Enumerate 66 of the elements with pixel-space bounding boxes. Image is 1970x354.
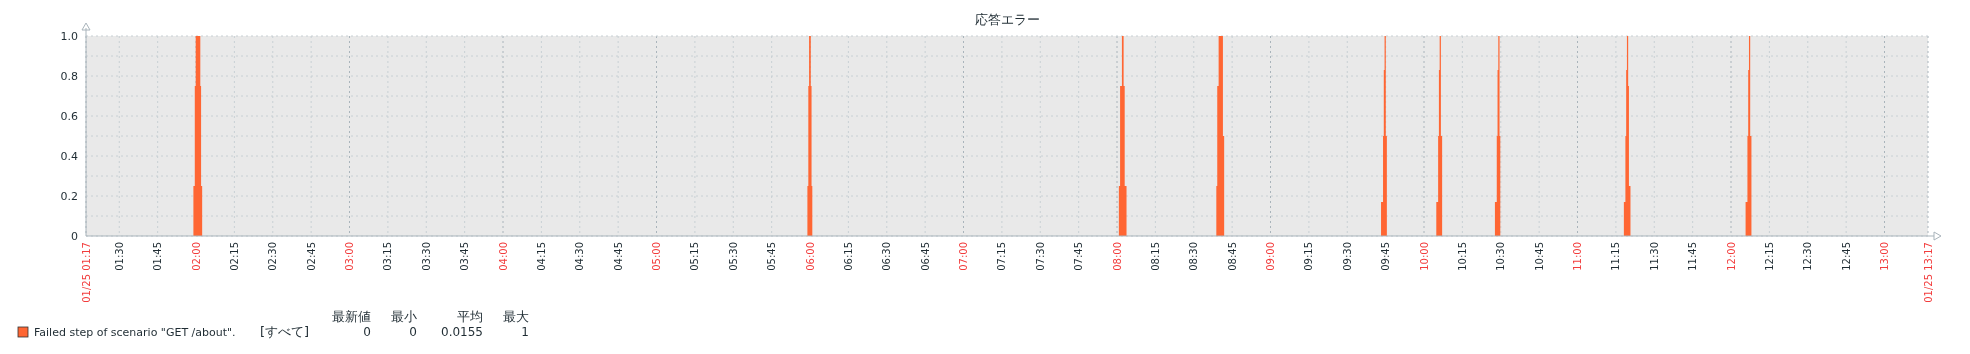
legend-label: Failed step of scenario "GET /about". (34, 326, 236, 339)
x-tick-label: 08:45 (1226, 242, 1238, 271)
x-tick-label: 08:00 (1111, 242, 1123, 271)
text: 最新値 (332, 309, 371, 324)
x-tick-label: 07:45 (1073, 242, 1085, 271)
x-tick-label: 02:15 (228, 242, 240, 271)
x-tick-label: 03:00 (344, 242, 356, 271)
x-tick-label: 10:15 (1456, 242, 1468, 271)
x-tick-label: 09:00 (1265, 242, 1277, 271)
x-tick-label: 11:30 (1648, 242, 1660, 271)
y-tick-label: 0.4 (60, 149, 78, 163)
text: 最小 (391, 309, 417, 324)
text: 最大 (503, 309, 529, 324)
y-tick-label: 0 (71, 229, 78, 243)
x-tick-label: 03:45 (459, 242, 471, 271)
x-tick-label: 09:15 (1303, 242, 1315, 271)
x-tick-label: 10:00 (1418, 242, 1430, 271)
y-tick-label: 0.6 (60, 109, 78, 123)
y-tick-label: 1.0 (60, 29, 78, 43)
x-tick-label: 02:30 (267, 242, 279, 271)
x-tick-label: 10:30 (1495, 242, 1507, 271)
text: [すべて] (260, 324, 310, 339)
x-tick-label: 01/25 13:17 (1922, 242, 1934, 303)
x-tick-label: 06:45 (919, 242, 931, 271)
text: 0 (409, 325, 417, 339)
x-tick-label: 04:45 (612, 242, 624, 271)
x-tick-label: 01:30 (113, 242, 125, 271)
x-tick-label: 12:30 (1802, 242, 1814, 271)
x-tick-label: 07:30 (1034, 242, 1046, 271)
x-tick-label: 07:00 (958, 242, 970, 271)
text: 1 (521, 325, 529, 339)
x-tick-label: 05:15 (689, 242, 701, 271)
x-tick-label: 04:00 (497, 242, 509, 271)
x-tick-label: 06:30 (881, 242, 893, 271)
x-tick-label: 02:00 (190, 242, 202, 271)
x-tick-label: 09:45 (1380, 242, 1392, 271)
x-tick-label: 05:00 (651, 242, 663, 271)
x-tick-label: 06:00 (804, 242, 816, 271)
x-tick-label: 11:00 (1572, 242, 1584, 271)
text: 0 (363, 325, 371, 339)
x-tick-label: 09:30 (1341, 242, 1353, 271)
x-tick-label: 05:30 (727, 242, 739, 271)
chart-title: 応答エラー (974, 12, 1040, 27)
x-tick-label: 12:00 (1725, 242, 1737, 271)
x-tick-label: 13:00 (1879, 242, 1891, 271)
x-tick-label: 03:15 (382, 242, 394, 271)
x-tick-label: 11:45 (1687, 242, 1699, 271)
x-tick-label: 01:45 (152, 242, 164, 271)
x-tick-label: 03:30 (420, 242, 432, 271)
x-tick-label: 12:15 (1763, 242, 1775, 271)
x-tick-label: 10:45 (1533, 242, 1545, 271)
x-tick-label: 04:15 (535, 242, 547, 271)
x-tick-label: 08:15 (1149, 242, 1161, 271)
x-tick-label: 07:15 (996, 242, 1008, 271)
text: 平均 (457, 309, 483, 324)
x-tick-label: 06:15 (842, 242, 854, 271)
y-tick-label: 0.8 (60, 69, 78, 83)
x-tick-label: 02:45 (305, 242, 317, 271)
x-tick-label: 05:45 (766, 242, 778, 271)
x-tick-label: 01/25 01:17 (80, 242, 92, 303)
x-tick-label: 04:30 (574, 242, 586, 271)
text: 0.0155 (441, 325, 483, 339)
x-tick-label: 12:45 (1840, 242, 1852, 271)
x-tick-label: 08:30 (1188, 242, 1200, 271)
x-tick-label: 11:15 (1610, 242, 1622, 271)
y-tick-label: 0.2 (60, 189, 78, 203)
